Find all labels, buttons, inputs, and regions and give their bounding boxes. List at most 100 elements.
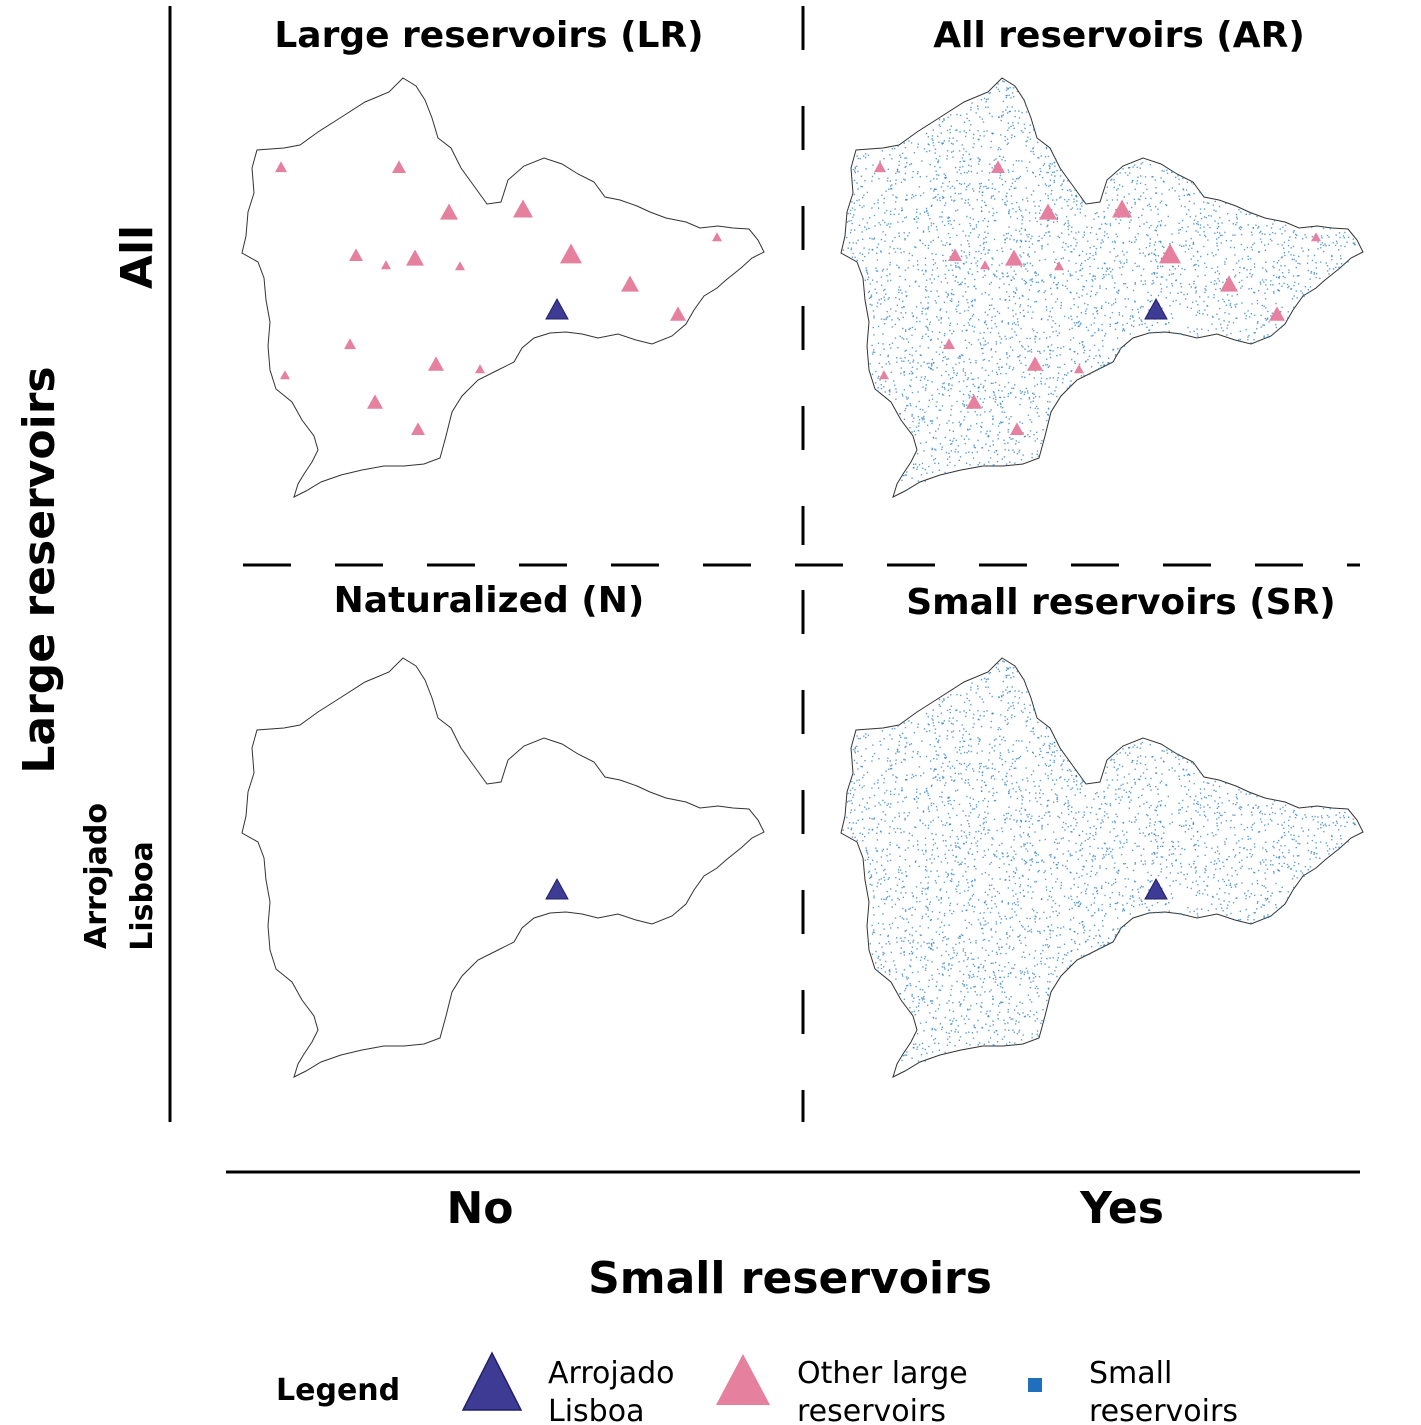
small-reservoir-dot — [1283, 862, 1285, 864]
small-reservoir-dot — [889, 859, 892, 862]
small-reservoir-dot — [1260, 906, 1262, 908]
small-reservoir-dot — [1287, 317, 1289, 319]
small-reservoir-dot — [962, 354, 964, 357]
small-reservoir-dot — [1123, 345, 1126, 347]
small-reservoir-dot — [1131, 889, 1134, 891]
small-reservoir-dot — [1083, 345, 1085, 348]
small-reservoir-dot — [1201, 328, 1203, 330]
small-reservoir-dot — [877, 243, 880, 245]
small-reservoir-dot — [1006, 276, 1008, 278]
small-reservoir-dot — [887, 177, 889, 179]
other-large-reservoir-marker — [1159, 243, 1181, 264]
small-reservoir-dot — [1021, 344, 1023, 347]
small-reservoir-dot — [1132, 316, 1134, 318]
small-reservoir-dot — [943, 344, 945, 347]
small-reservoir-dot — [877, 377, 879, 379]
small-reservoir-dot — [1059, 169, 1062, 171]
small-reservoir-dot — [924, 211, 926, 213]
small-reservoir-dot — [956, 234, 958, 237]
small-reservoir-dot — [938, 721, 940, 723]
small-reservoir-dot — [1115, 209, 1117, 211]
small-reservoir-dot — [1095, 831, 1097, 834]
small-reservoir-dot — [1062, 760, 1065, 763]
small-reservoir-dot — [1119, 788, 1121, 790]
small-reservoir-dot — [946, 862, 949, 864]
small-reservoir-dot — [1055, 330, 1057, 332]
small-reservoir-dot — [931, 394, 933, 397]
small-reservoir-dot — [1232, 234, 1234, 236]
small-reservoir-dot — [1193, 223, 1195, 225]
small-reservoir-dot — [1039, 209, 1042, 211]
small-reservoir-dot — [1019, 885, 1021, 888]
small-reservoir-dot — [938, 155, 941, 157]
small-reservoir-dot — [1019, 246, 1021, 248]
small-reservoir-dot — [917, 723, 919, 725]
small-reservoir-dot — [995, 86, 998, 89]
small-reservoir-dot — [1215, 210, 1217, 212]
small-reservoir-dot — [1032, 972, 1034, 974]
small-reservoir-dot — [1066, 280, 1068, 282]
small-reservoir-dot — [1070, 251, 1072, 253]
small-reservoir-dot — [1264, 244, 1266, 246]
small-reservoir-dot — [1123, 789, 1125, 791]
small-reservoir-dot — [1000, 952, 1002, 955]
small-reservoir-dot — [1277, 289, 1279, 291]
small-reservoir-dot — [884, 814, 887, 816]
small-reservoir-dot — [1116, 235, 1118, 238]
small-reservoir-dot — [1143, 803, 1145, 805]
small-reservoir-dot — [1037, 861, 1040, 864]
small-reservoir-dot — [1259, 811, 1261, 814]
small-reservoir-dot — [999, 177, 1001, 179]
small-reservoir-dot — [1052, 377, 1055, 379]
small-reservoir-dot — [1166, 169, 1168, 171]
small-reservoir-dot — [938, 118, 941, 121]
small-reservoir-dot — [1293, 306, 1295, 309]
small-reservoir-dot — [1047, 751, 1049, 754]
small-reservoir-dot — [1319, 277, 1321, 279]
small-reservoir-dot — [1161, 750, 1163, 752]
small-reservoir-dot — [1013, 291, 1015, 293]
small-reservoir-dot — [926, 906, 928, 909]
small-reservoir-dot — [1164, 903, 1167, 906]
small-reservoir-dot — [1195, 230, 1197, 232]
small-reservoir-dot — [1021, 278, 1023, 280]
small-reservoir-dot — [979, 922, 981, 924]
small-reservoir-dot — [943, 173, 945, 175]
small-reservoir-dot — [1007, 381, 1010, 384]
small-reservoir-dot — [1159, 202, 1161, 204]
small-reservoir-dot — [1149, 785, 1151, 788]
small-reservoir-dot — [905, 1054, 908, 1056]
small-reservoir-dot — [930, 188, 932, 190]
small-reservoir-dot — [1131, 324, 1133, 327]
small-reservoir-dot — [1134, 201, 1136, 204]
small-reservoir-dot — [1049, 742, 1051, 745]
small-reservoir-dot — [1225, 258, 1227, 260]
small-reservoir-dot — [1139, 307, 1142, 309]
small-reservoir-dot — [991, 304, 993, 306]
small-reservoir-dot — [950, 292, 953, 295]
small-reservoir-dot — [950, 142, 953, 145]
small-reservoir-dot — [1335, 234, 1337, 236]
small-reservoir-dot — [1182, 799, 1184, 802]
small-reservoir-dot — [1222, 298, 1224, 301]
small-reservoir-dot — [1029, 350, 1031, 352]
small-reservoir-dot — [1033, 200, 1035, 203]
small-reservoir-dot — [1068, 840, 1070, 842]
small-reservoir-dot — [970, 941, 972, 944]
small-reservoir-dot — [1338, 812, 1341, 814]
small-reservoir-dot — [872, 164, 874, 166]
small-reservoir-dot — [877, 387, 879, 389]
small-reservoir-dot — [1296, 297, 1298, 299]
small-reservoir-dot — [959, 863, 962, 865]
small-reservoir-dot — [1024, 240, 1027, 242]
panel-small-reservoirs — [840, 657, 1364, 1078]
small-reservoir-dot — [993, 212, 995, 214]
small-reservoir-dot — [877, 199, 879, 201]
small-reservoir-dot — [929, 760, 932, 762]
small-reservoir-dot — [1293, 284, 1295, 287]
small-reservoir-dot — [1247, 835, 1249, 838]
small-reservoir-dot — [969, 225, 972, 227]
small-reservoir-dot — [984, 311, 986, 313]
small-reservoir-dot — [946, 422, 948, 424]
small-reservoir-dot — [1150, 260, 1152, 262]
